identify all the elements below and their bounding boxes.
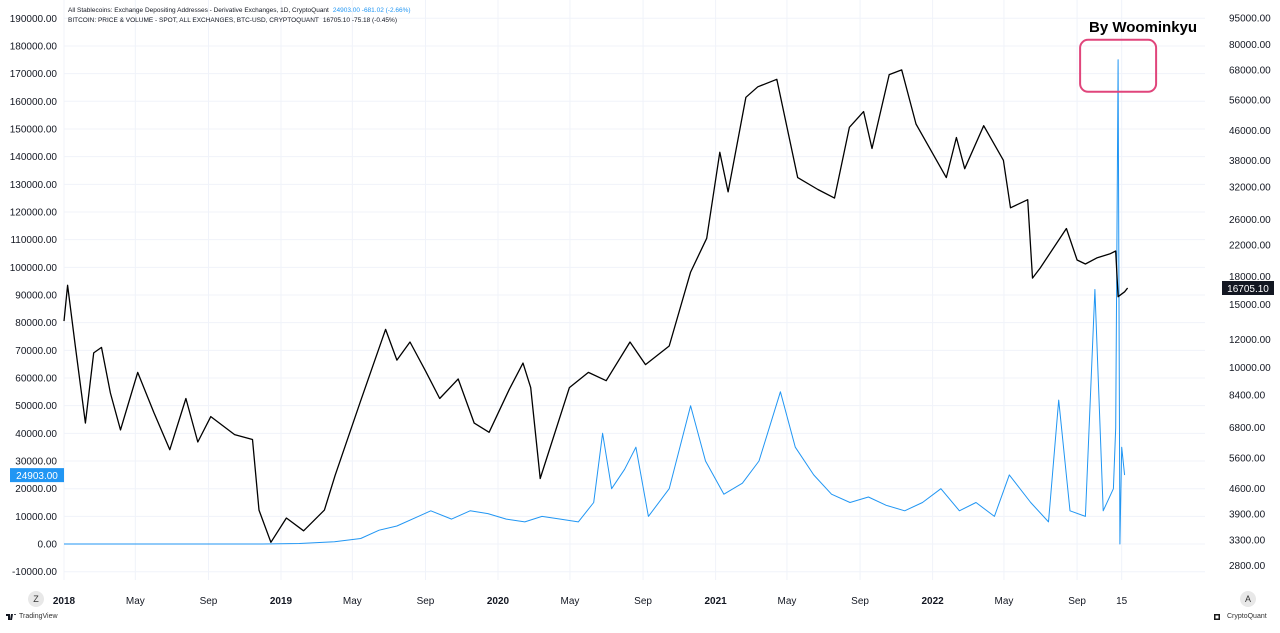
y-left-tick-label: 60000.00 [15, 374, 57, 385]
y-left-tick-label: 90000.00 [15, 291, 57, 302]
y-right-tick-label: 38000.00 [1229, 156, 1271, 167]
y-right-tick-label: 6800.00 [1229, 423, 1266, 434]
y-left-tick-label: 170000.00 [10, 69, 58, 80]
series-values-price: 16705.10 -75.18 (-0.45%) [322, 17, 397, 24]
last-value-label-price: 16705.10 [1227, 284, 1269, 295]
y-right-tick-label: 4600.00 [1229, 484, 1266, 495]
x-tick-label: 2022 [921, 596, 944, 607]
series-line-addresses [64, 59, 1126, 545]
tradingview-logo: TradingView [6, 613, 58, 620]
last-value-label-addresses: 24903.00 [16, 471, 58, 482]
tradingview-brand: TradingView [19, 613, 58, 620]
auto-scale-button[interactable]: A [1240, 591, 1256, 607]
highlight-box [1079, 38, 1158, 93]
y-left-tick-label: 0.00 [38, 540, 58, 551]
cryptoquant-logo-icon [1214, 613, 1220, 620]
x-tick-label: 2018 [53, 596, 76, 607]
y-right-tick-label: 10000.00 [1229, 363, 1271, 374]
y-left-tick-label: 150000.00 [10, 124, 58, 135]
y-left-tick-label: 130000.00 [10, 180, 58, 191]
series-label-addresses: All Stablecoins: Exchange Depositing Add… [68, 7, 329, 14]
x-tick-label: Sep [1068, 596, 1086, 607]
y-right-tick-label: 95000.00 [1229, 13, 1271, 24]
x-tick-label: 15 [1116, 596, 1128, 607]
y-right-tick-label: 3900.00 [1229, 509, 1266, 520]
y-left-tick-label: -10000.00 [12, 567, 57, 578]
chart-header: All Stablecoins: Exchange Depositing Add… [68, 6, 411, 26]
x-tick-label: Sep [634, 596, 652, 607]
x-tick-label: 2019 [270, 596, 293, 607]
x-tick-label: May [126, 596, 145, 607]
y-left-tick-label: 160000.00 [10, 97, 58, 108]
y-right-tick-label: 22000.00 [1229, 241, 1271, 252]
y-left-tick-label: 120000.00 [10, 207, 58, 218]
y-left-tick-label: 100000.00 [10, 263, 58, 274]
last-value-badge-price [1222, 280, 1274, 295]
y-right-tick-label: 32000.00 [1229, 183, 1271, 194]
y-right-tick-label: 80000.00 [1229, 40, 1271, 51]
y-left-tick-label: 30000.00 [15, 457, 57, 468]
y-right-tick-label: 15000.00 [1229, 300, 1271, 311]
tradingview-logo-icon [6, 613, 16, 620]
y-left-tick-label: 40000.00 [15, 429, 57, 440]
series-values-addresses: 24903.00 -681.02 (-2.66%) [332, 7, 411, 14]
y-left-tick-label: 80000.00 [15, 318, 57, 329]
x-tick-label: Sep [417, 596, 435, 607]
y-left-tick-label: 20000.00 [15, 484, 57, 495]
x-tick-label: May [995, 596, 1014, 607]
y-left-tick-label: 10000.00 [15, 512, 57, 523]
y-right-tick-label: 26000.00 [1229, 215, 1271, 226]
y-right-tick-label: 68000.00 [1229, 65, 1271, 76]
y-right-tick-label: 3300.00 [1229, 535, 1266, 546]
series-line-price [63, 69, 1129, 543]
series-header-addresses: All Stablecoins: Exchange Depositing Add… [68, 6, 411, 16]
cryptoquant-brand: CryptoQuant [1227, 613, 1267, 620]
y-right-tick-label: 12000.00 [1229, 335, 1271, 346]
x-tick-label: 2020 [487, 596, 510, 607]
zoom-reset-button[interactable]: Z [28, 591, 44, 607]
y-left-tick-label: 70000.00 [15, 346, 57, 357]
x-tick-label: Sep [200, 596, 218, 607]
y-left-tick-label: 110000.00 [10, 235, 57, 246]
y-left-tick-label: 50000.00 [15, 401, 57, 412]
y-left-tick-label: 190000.00 [10, 14, 58, 25]
x-tick-label: May [343, 596, 362, 607]
y-right-tick-label: 46000.00 [1229, 126, 1271, 137]
x-tick-label: Sep [851, 596, 869, 607]
y-left-tick-label: 180000.00 [10, 41, 58, 52]
last-value-badge-addresses [10, 468, 64, 483]
x-tick-label: 2021 [704, 596, 727, 607]
y-right-tick-label: 5600.00 [1229, 453, 1266, 464]
series-label-price: BITCOIN: PRICE & VOLUME - SPOT, ALL EXCH… [68, 17, 319, 24]
y-right-tick-label: 2800.00 [1229, 561, 1266, 572]
x-tick-label: May [778, 596, 797, 607]
cryptoquant-logo: CryptoQuant [1214, 613, 1267, 620]
y-right-tick-label: 8400.00 [1229, 390, 1266, 401]
y-right-tick-label: 18000.00 [1229, 272, 1271, 283]
series-header-price: BITCOIN: PRICE & VOLUME - SPOT, ALL EXCH… [68, 16, 411, 26]
y-right-tick-label: 56000.00 [1229, 96, 1271, 107]
author-label: By Woominkyu [1089, 19, 1198, 36]
y-left-tick-label: 140000.00 [10, 152, 58, 163]
x-tick-label: May [560, 596, 579, 607]
